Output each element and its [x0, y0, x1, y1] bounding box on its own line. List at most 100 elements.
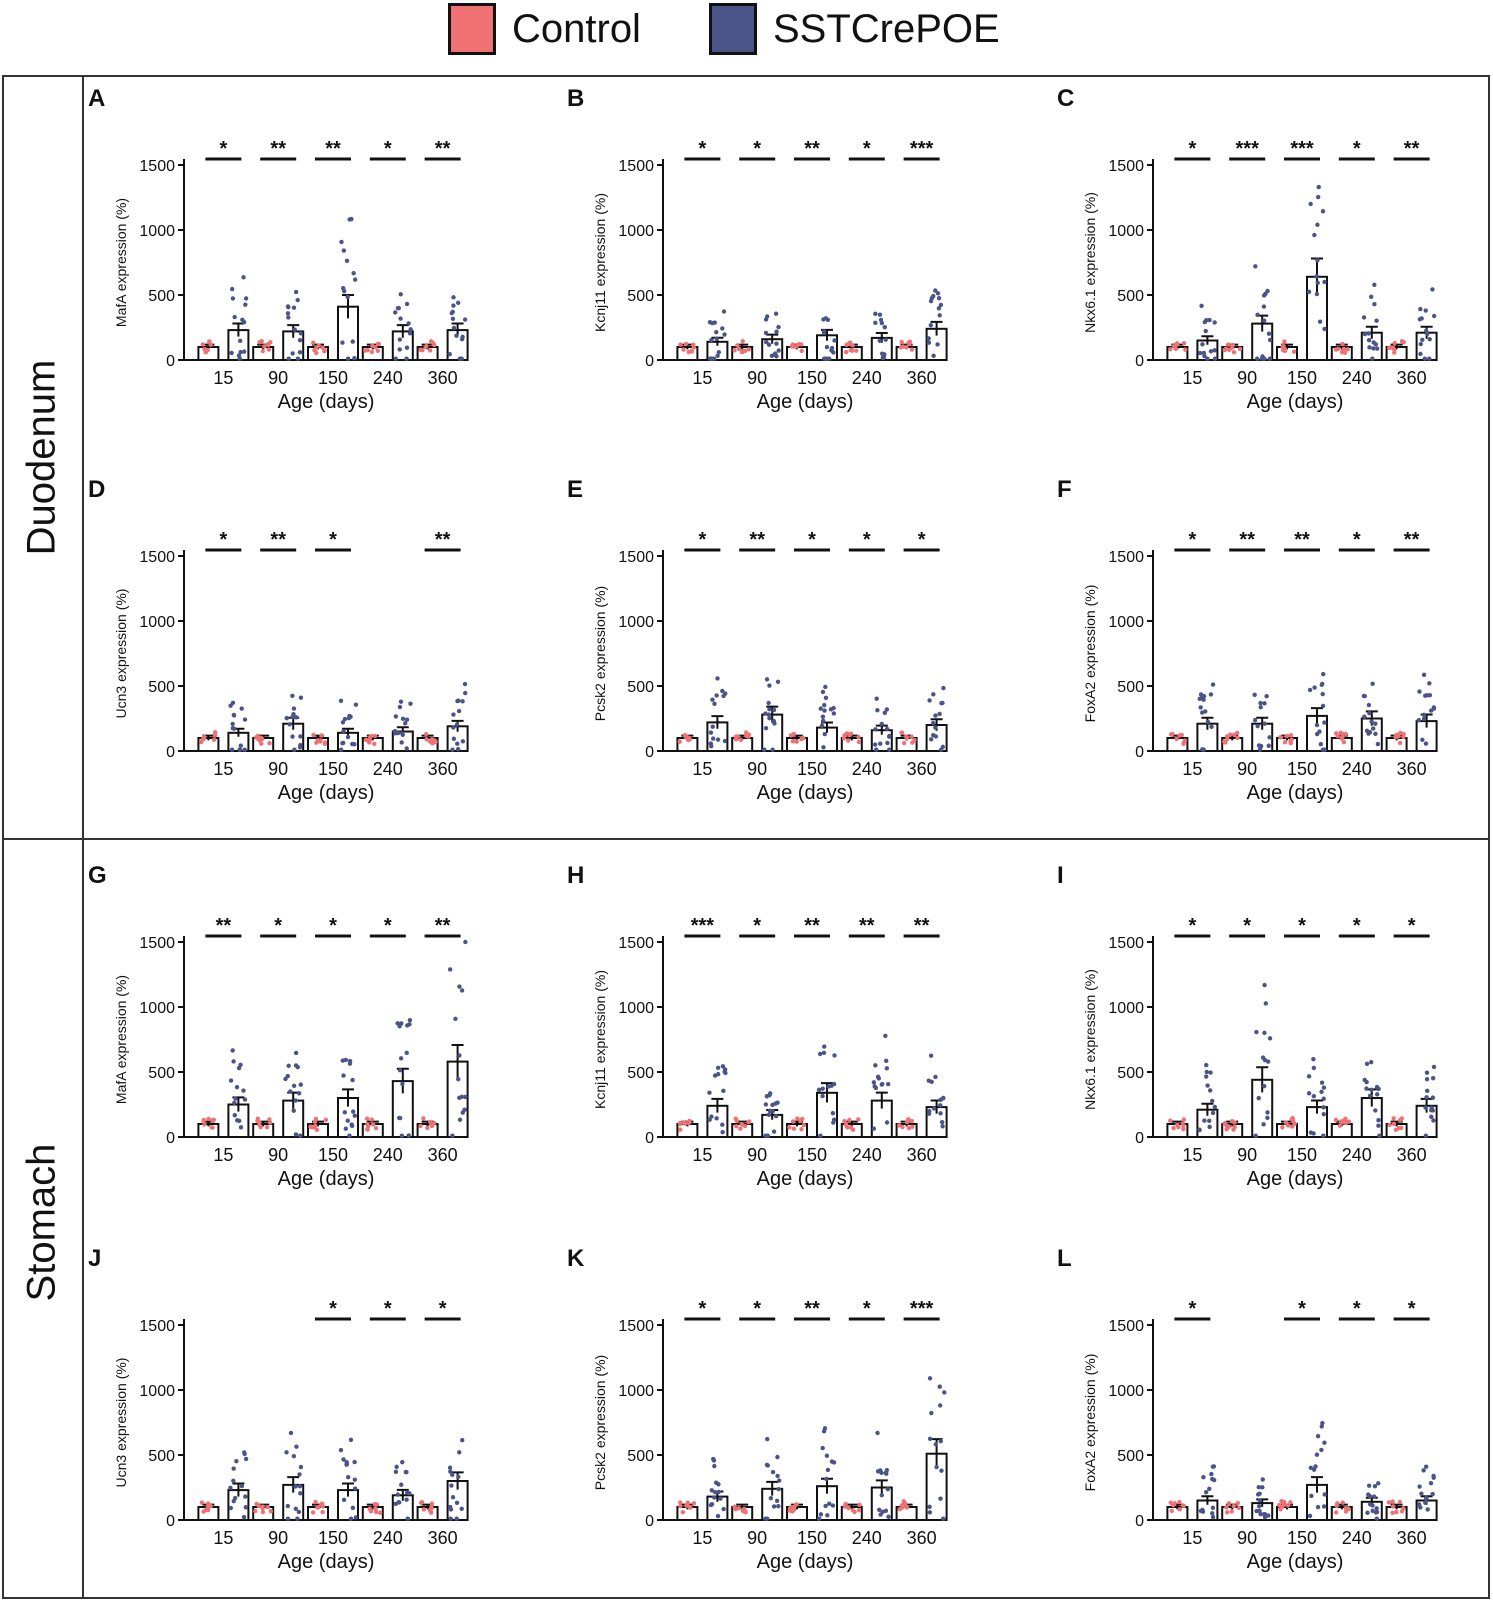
data-point-sstcrepoe [714, 329, 719, 335]
data-point-control [1181, 1123, 1186, 1128]
x-tick-label: 15 [213, 368, 233, 388]
data-point-sstcrepoe [231, 712, 237, 718]
x-tick-label: 240 [852, 759, 882, 779]
data-point-sstcrepoe [399, 1133, 405, 1138]
x-tick-label: 15 [1182, 368, 1202, 388]
data-point-sstcrepoe [1421, 1468, 1426, 1473]
data-point-sstcrepoe [1314, 1452, 1320, 1457]
data-point-control [1342, 350, 1348, 355]
data-point-sstcrepoe [1371, 1494, 1377, 1499]
y-tick-label: 0 [645, 744, 654, 761]
data-point-control [1227, 347, 1232, 353]
y-tick-label: 1500 [139, 935, 175, 952]
data-point-sstcrepoe [353, 702, 359, 707]
data-point-control [1346, 1119, 1352, 1124]
data-point-sstcrepoe [1322, 326, 1327, 332]
data-point-sstcrepoe [450, 747, 455, 752]
data-point-sstcrepoe [404, 1050, 409, 1056]
data-point-sstcrepoe [287, 722, 292, 727]
data-point-sstcrepoe [1370, 356, 1375, 361]
chart-panel-g: G 0 500 1000 1500 MafA expression (%) 15 ** 90 * 1… [88, 862, 488, 1207]
data-point-control [322, 740, 328, 745]
data-point-control [1337, 1123, 1343, 1128]
data-point-sstcrepoe [285, 1516, 291, 1521]
chart-svg: 0 500 1000 1500 Kcnj11 expression (%) 15 * 90 * 1… [592, 138, 948, 413]
data-point-sstcrepoe [1256, 743, 1262, 748]
x-tick-label: 240 [373, 368, 403, 388]
data-point-control [845, 738, 851, 743]
significance-marker: * [863, 1298, 871, 1320]
data-point-control [689, 349, 695, 354]
data-point-control [199, 1500, 205, 1505]
data-point-sstcrepoe [926, 340, 932, 345]
data-point-sstcrepoe [1423, 1133, 1429, 1138]
significance-marker: * [1353, 1298, 1361, 1320]
data-point-sstcrepoe [298, 331, 304, 336]
data-point-control [368, 1509, 374, 1514]
panel-letter: E [567, 476, 584, 503]
data-point-sstcrepoe [825, 317, 831, 323]
data-point-sstcrepoe [764, 1462, 770, 1468]
data-point-sstcrepoe [404, 345, 410, 350]
data-point-sstcrepoe [1418, 306, 1423, 312]
panel-letter: A [88, 85, 106, 112]
data-point-control [842, 1503, 848, 1509]
data-point-sstcrepoe [776, 1486, 781, 1492]
data-point-control [256, 1503, 262, 1509]
data-point-control [907, 341, 912, 347]
data-point-sstcrepoe [453, 1016, 458, 1021]
data-point-sstcrepoe [297, 337, 303, 343]
data-point-sstcrepoe [241, 1088, 246, 1093]
data-point-sstcrepoe [775, 1473, 780, 1479]
x-tick-label: 90 [1237, 759, 1257, 779]
data-point-sstcrepoe [1366, 1483, 1372, 1488]
data-point-sstcrepoe [824, 1476, 829, 1482]
data-point-sstcrepoe [1367, 345, 1372, 350]
y-tick-label: 0 [1135, 1130, 1144, 1147]
data-point-sstcrepoe [293, 1050, 299, 1056]
significance-marker: *** [691, 915, 715, 937]
data-point-sstcrepoe [827, 1501, 832, 1506]
data-point-sstcrepoe [230, 721, 235, 727]
data-point-sstcrepoe [927, 1510, 933, 1515]
data-point-sstcrepoe [238, 1062, 243, 1067]
data-point-sstcrepoe [1262, 1030, 1267, 1036]
data-point-control [742, 1508, 748, 1513]
data-point-control [418, 347, 423, 352]
data-point-sstcrepoe [885, 740, 890, 746]
data-point-control [1390, 1499, 1395, 1504]
data-point-control [421, 1507, 426, 1512]
chart-panel-e: E 0 500 1000 1500 Pcsk2 expression (%) 15 * 90 **… [567, 476, 967, 821]
data-point-sstcrepoe [1261, 304, 1267, 309]
data-point-sstcrepoe [1424, 1070, 1430, 1075]
data-point-control [736, 346, 742, 352]
y-axis-label: FoxA2 expression (%) [1082, 585, 1098, 723]
data-point-sstcrepoe [232, 314, 237, 320]
data-point-sstcrepoe [350, 741, 355, 747]
x-tick-label: 360 [1397, 1145, 1427, 1165]
data-point-sstcrepoe [718, 1496, 723, 1501]
data-point-sstcrepoe [938, 1439, 943, 1444]
data-point-sstcrepoe [230, 1048, 235, 1053]
data-point-sstcrepoe [1314, 274, 1319, 279]
y-axis-label: Nkx6.1 expression (%) [1082, 969, 1098, 1110]
figure-frame [2, 75, 1490, 1599]
data-point-sstcrepoe [1361, 315, 1367, 320]
data-point-sstcrepoe [880, 1081, 885, 1087]
y-tick-label: 0 [1135, 1513, 1144, 1530]
data-point-sstcrepoe [766, 342, 772, 347]
y-tick-label: 1000 [1108, 1383, 1144, 1400]
panel-letter: B [567, 85, 585, 112]
data-point-sstcrepoe [926, 1111, 932, 1116]
significance-marker: ** [1294, 529, 1310, 551]
data-point-sstcrepoe [773, 311, 779, 316]
data-point-sstcrepoe [878, 1468, 883, 1473]
x-tick-label: 360 [428, 1145, 458, 1165]
data-point-sstcrepoe [451, 325, 457, 331]
legend-item-sstcrepoe: SSTCrePOE [709, 0, 1000, 58]
data-point-sstcrepoe [1430, 1095, 1436, 1100]
data-point-control [1229, 1509, 1234, 1514]
data-point-control [1174, 1122, 1180, 1127]
data-point-sstcrepoe [342, 1110, 348, 1115]
data-point-sstcrepoe [1320, 1420, 1325, 1426]
